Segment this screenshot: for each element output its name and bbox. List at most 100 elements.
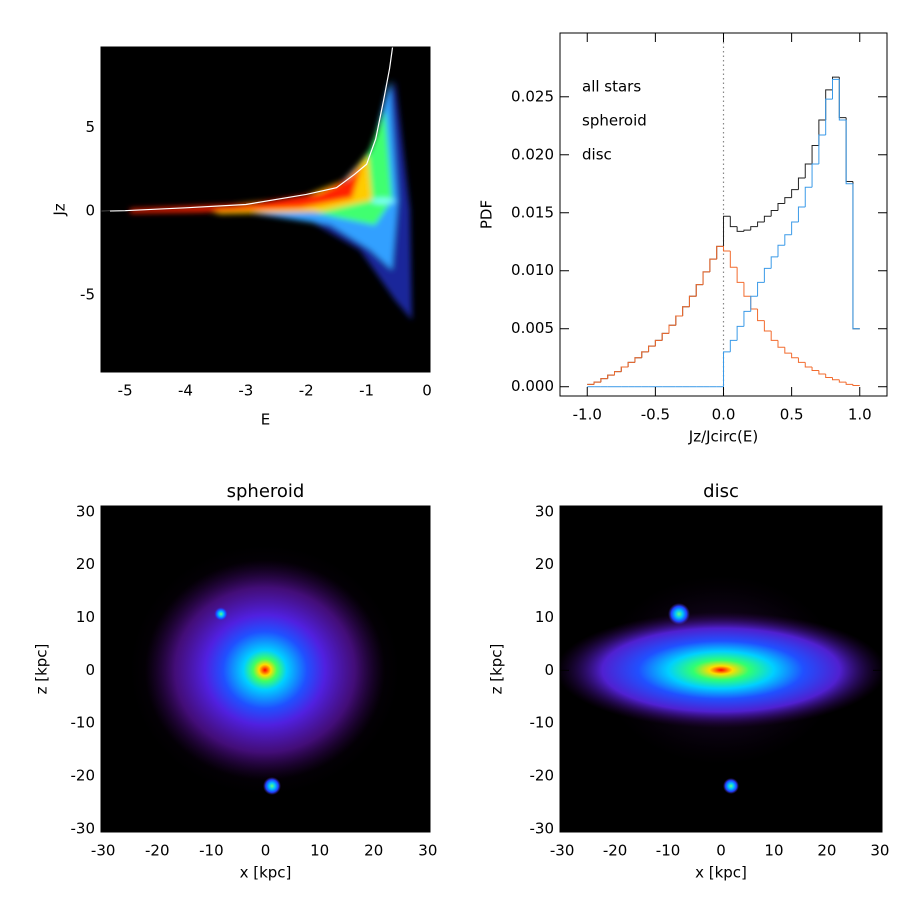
hist-step	[845, 117, 853, 182]
hist-step	[736, 226, 744, 232]
hist-step	[818, 134, 826, 165]
hist-step	[743, 282, 751, 297]
y-tick-label: 0.025	[511, 87, 554, 105]
x-tick-label: 1.0	[848, 406, 872, 424]
y-tick-label: 0.015	[511, 203, 554, 221]
y-tick-label: -10	[530, 714, 555, 732]
x-axis-label: E	[261, 411, 270, 429]
x-tick-label: -30	[91, 842, 116, 860]
x-tick-label: -4	[178, 382, 193, 400]
hist-step	[797, 177, 806, 190]
hist-step	[654, 339, 663, 347]
y-tick-label: -20	[530, 766, 555, 784]
satellite	[723, 778, 739, 794]
density-cyan	[250, 80, 398, 270]
y-tick-label: 0.010	[511, 261, 554, 279]
x-tick-label: 30	[870, 842, 889, 860]
x-tick-label: 0.5	[780, 406, 804, 424]
density-red	[130, 165, 362, 213]
hist-step	[675, 315, 683, 326]
y-tick-label: -5	[80, 285, 95, 303]
hist-step	[763, 215, 772, 223]
density-clump	[371, 198, 395, 204]
hist-step	[702, 271, 710, 285]
hist-step	[627, 361, 635, 368]
x-tick-label: 10	[310, 842, 329, 860]
disc-body	[560, 612, 882, 728]
envelope-line	[100, 46, 394, 212]
hist-step	[682, 306, 690, 316]
hist-step	[668, 324, 676, 334]
hist-step	[648, 345, 656, 352]
hist-step	[688, 295, 697, 307]
hist-step	[791, 353, 799, 359]
hist-step	[791, 221, 799, 235]
x-tick-label: 30	[418, 842, 437, 860]
y-tick-label: 20	[76, 555, 95, 573]
hist-step	[743, 310, 751, 327]
y-tick-label: 10	[76, 608, 95, 626]
hist-step	[804, 163, 813, 178]
y-tick-label: 5	[85, 118, 95, 136]
hist-step	[832, 78, 840, 100]
density-shading	[130, 80, 412, 320]
legend-entry: all stars	[582, 78, 641, 96]
y-tick-label: -10	[71, 714, 96, 732]
hist-step	[641, 351, 649, 358]
spheroid-map	[101, 506, 430, 832]
hist-step	[838, 379, 847, 383]
hist-step	[784, 347, 792, 354]
panel: -5 -4 -3 -2 -1 0 -5 0 5 E Jz	[51, 46, 432, 429]
x-tick-label: 0	[261, 842, 271, 860]
hist-step	[723, 215, 731, 247]
hist-step	[709, 258, 717, 272]
hist-step	[607, 374, 615, 379]
hist-step	[797, 206, 806, 223]
y-tick-label: -30	[530, 819, 555, 837]
satellite	[214, 607, 228, 621]
hist-step	[729, 251, 738, 268]
hist-step	[688, 295, 697, 307]
y-tick-label: 0.005	[511, 319, 554, 337]
hist-step	[845, 119, 853, 185]
legend-entry: spheroid	[582, 112, 647, 130]
hist-step	[825, 98, 833, 136]
hist-step	[832, 377, 840, 381]
hist-step	[825, 89, 833, 120]
hist-step	[668, 324, 676, 334]
hist-step	[845, 382, 853, 385]
x-tick-label: 10	[764, 842, 783, 860]
legend-entry: disc	[582, 146, 612, 164]
hist-step	[825, 373, 833, 378]
x-tick-label: -10	[199, 842, 224, 860]
hist-step	[743, 229, 751, 232]
hist-step	[852, 384, 860, 387]
y-tick-label: -20	[71, 766, 96, 784]
y-axis-label: z [kpc]	[488, 644, 506, 695]
satellite	[668, 603, 690, 625]
hist-step	[600, 378, 608, 383]
hist-step	[757, 309, 765, 322]
hist-step	[757, 281, 765, 297]
hist-step	[702, 271, 710, 285]
hist-step	[750, 226, 758, 231]
hist-step	[620, 366, 629, 372]
hist-step	[770, 209, 778, 217]
hist-step	[634, 357, 642, 363]
y-tick-label: 0	[85, 202, 95, 220]
y-tick-label: 30	[76, 502, 95, 520]
x-axis-label: x [kpc]	[695, 864, 747, 882]
y-tick-label: 0	[85, 661, 95, 679]
x-tick-label: 0	[716, 842, 726, 860]
hist-step	[661, 332, 669, 341]
x-tick-label: -30	[550, 842, 575, 860]
hist-step	[675, 315, 683, 326]
hist-step	[811, 163, 819, 188]
y-tick-label: 30	[535, 502, 554, 520]
y-tick-label: 0	[544, 661, 554, 679]
hist-step	[723, 351, 731, 387]
x-axis-label: x [kpc]	[240, 864, 292, 882]
hist-step	[763, 320, 772, 332]
hist-step	[777, 202, 785, 211]
x-tick-label: -20	[603, 842, 628, 860]
